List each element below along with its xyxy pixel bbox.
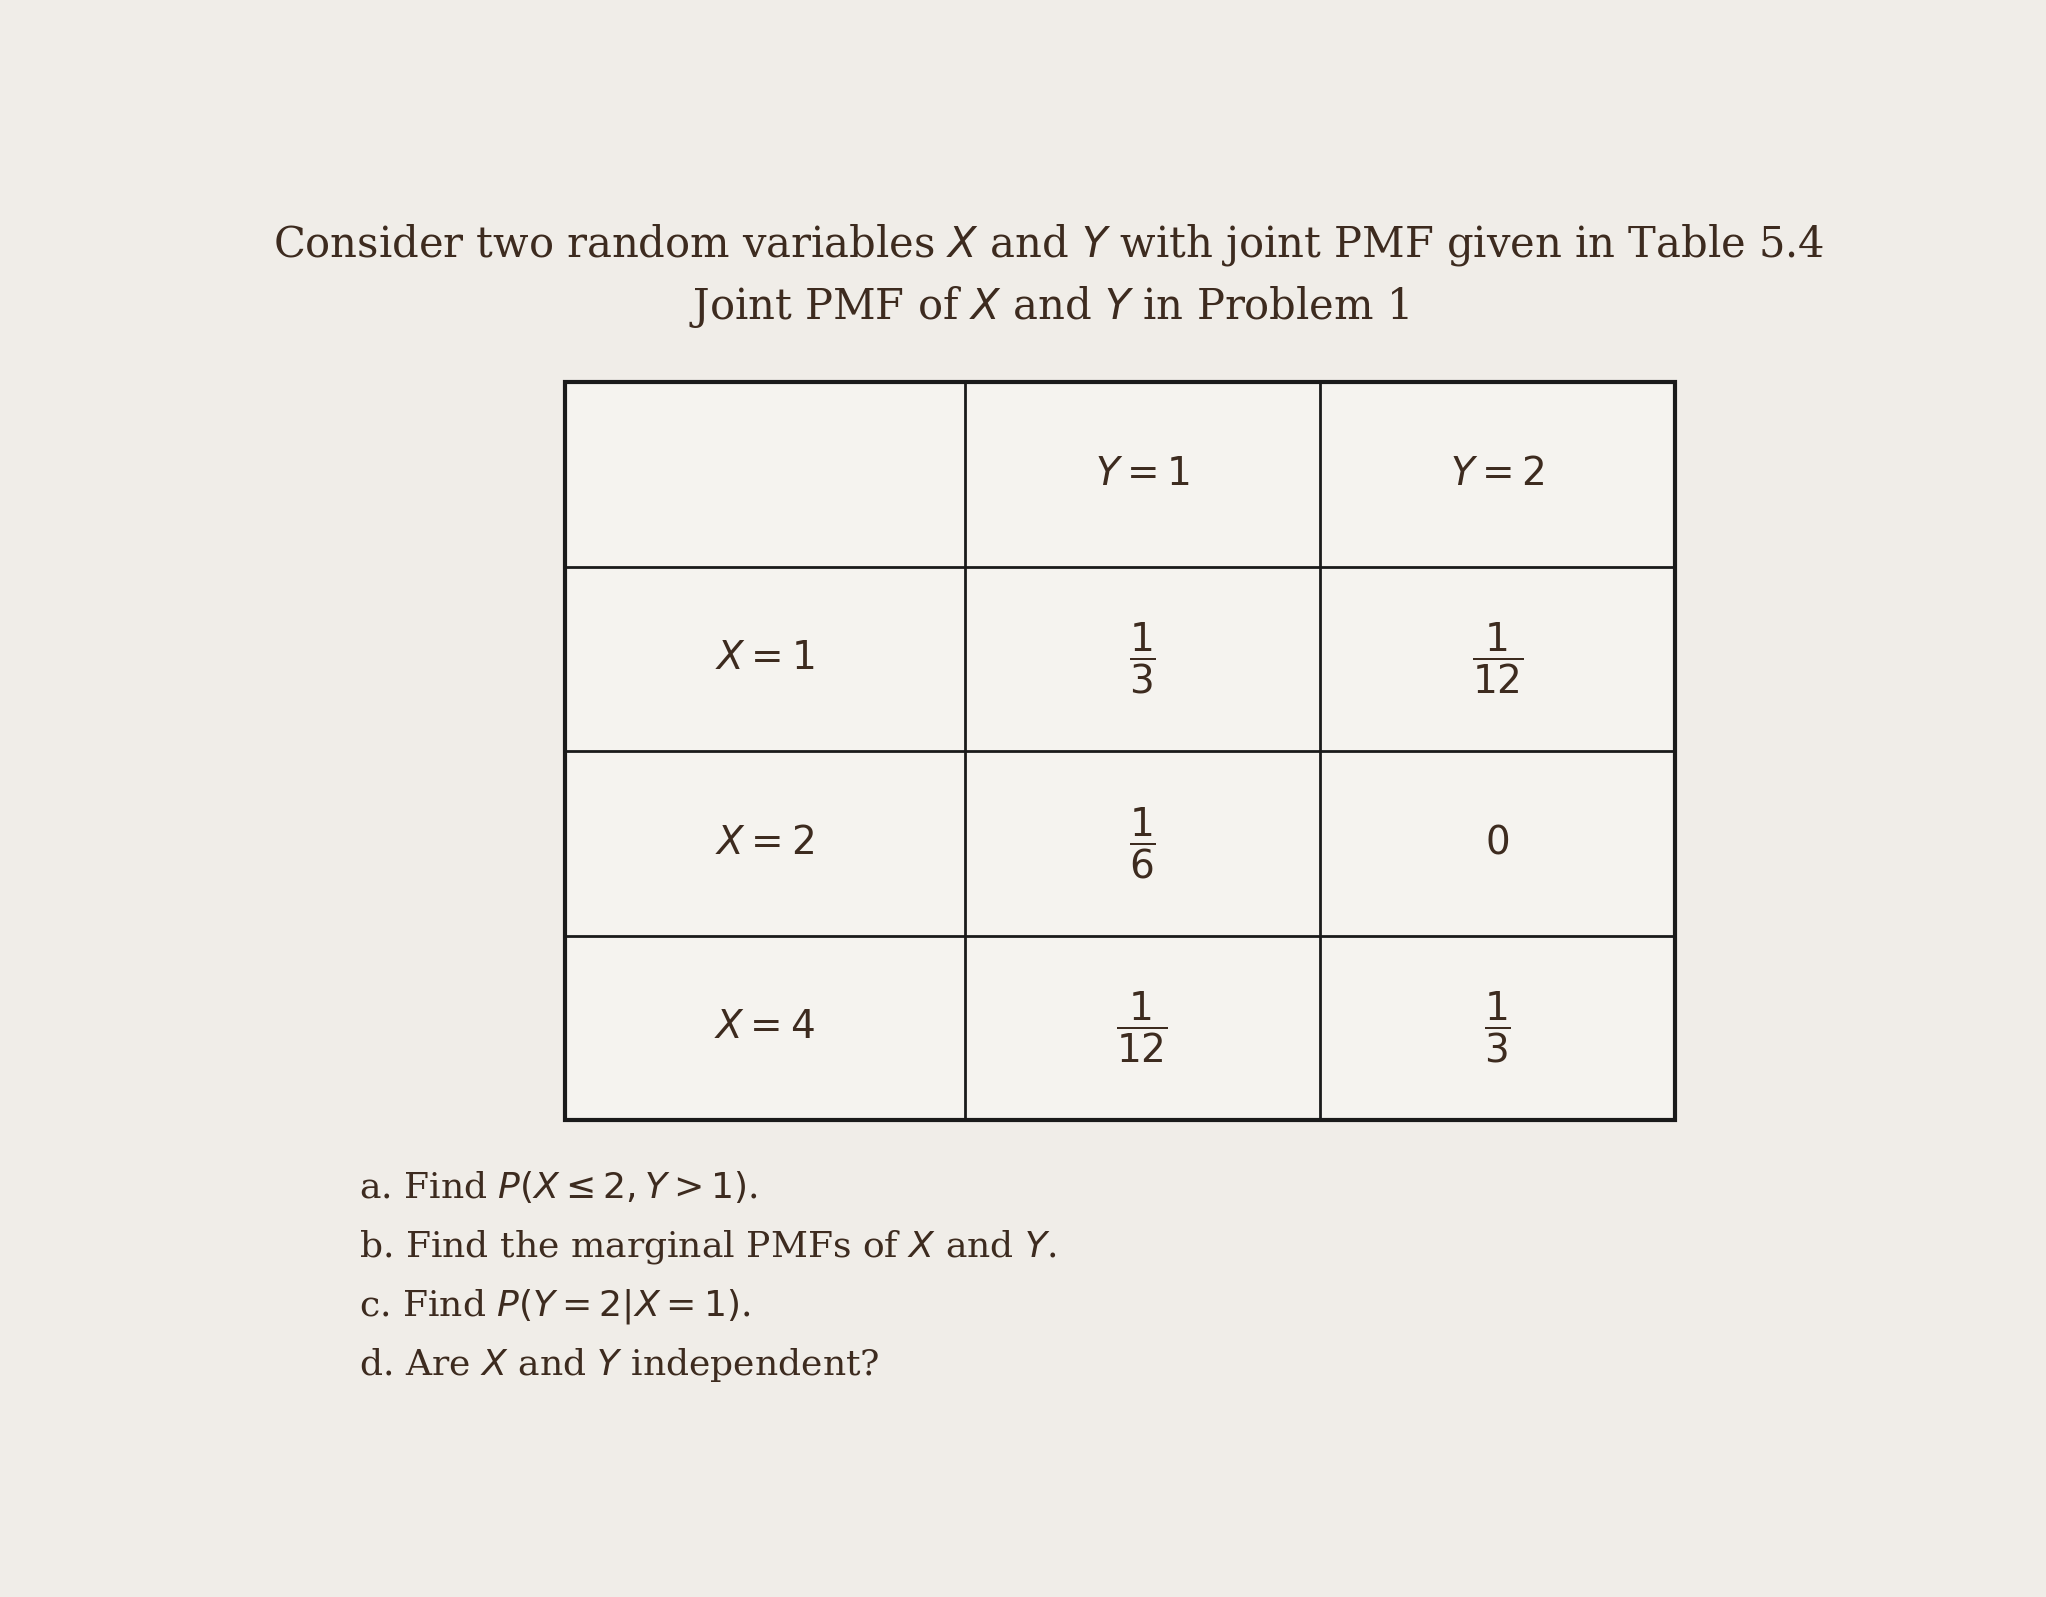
Text: Consider two random variables $X$ and $Y$ with joint PMF given in Table 5.4: Consider two random variables $X$ and $Y… (272, 222, 1825, 268)
Text: c. Find $P(Y = 2|X = 1)$.: c. Find $P(Y = 2|X = 1)$. (358, 1287, 751, 1326)
Text: $X = 1$: $X = 1$ (716, 640, 814, 677)
Text: $\dfrac{1}{6}$: $\dfrac{1}{6}$ (1129, 806, 1156, 882)
Text: $X = 4$: $X = 4$ (714, 1009, 814, 1046)
Text: $X = 2$: $X = 2$ (716, 826, 814, 862)
Text: d. Are $X$ and $Y$ independent?: d. Are $X$ and $Y$ independent? (358, 1346, 880, 1385)
Text: $0$: $0$ (1485, 826, 1510, 862)
Text: $\dfrac{1}{12}$: $\dfrac{1}{12}$ (1471, 621, 1522, 696)
Text: b. Find the marginal PMFs of $X$ and $Y$.: b. Find the marginal PMFs of $X$ and $Y$… (358, 1228, 1056, 1266)
Text: $\dfrac{1}{3}$: $\dfrac{1}{3}$ (1483, 990, 1510, 1065)
Text: $\dfrac{1}{12}$: $\dfrac{1}{12}$ (1117, 990, 1168, 1065)
Text: Joint PMF of $X$ and $Y$ in Problem 1: Joint PMF of $X$ and $Y$ in Problem 1 (690, 284, 1408, 331)
Text: $Y = 1$: $Y = 1$ (1095, 457, 1189, 493)
Text: $Y = 2$: $Y = 2$ (1451, 457, 1545, 493)
Text: a. Find $P(X \leq 2, Y > 1)$.: a. Find $P(X \leq 2, Y > 1)$. (358, 1169, 757, 1206)
Text: $\dfrac{1}{3}$: $\dfrac{1}{3}$ (1129, 621, 1156, 696)
